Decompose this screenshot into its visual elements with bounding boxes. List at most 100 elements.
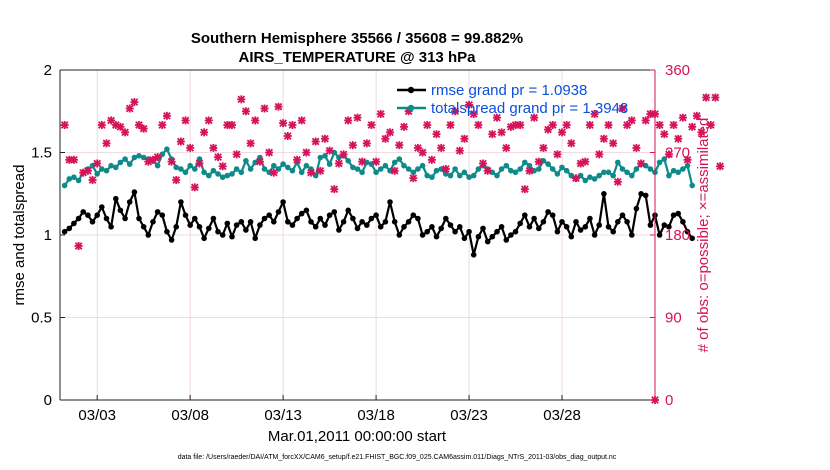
obs-marker: [274, 102, 283, 111]
data-point: [187, 162, 193, 169]
x-tick-label: 03/08: [171, 407, 209, 424]
data-point: [219, 232, 226, 238]
data-point: [619, 212, 626, 218]
obs-marker: [465, 100, 474, 109]
obs-marker: [130, 98, 139, 107]
data-point: [512, 169, 519, 176]
obs-marker: [548, 121, 557, 129]
obs-marker: [441, 165, 450, 173]
data-point: [429, 174, 435, 180]
data-point: [526, 224, 533, 230]
y-right-tick-label: 180: [665, 227, 690, 244]
x-tick-label: 03/13: [264, 407, 302, 424]
data-point: [443, 171, 449, 177]
data-point: [615, 219, 621, 225]
data-point: [554, 171, 561, 177]
data-point: [271, 162, 277, 169]
obs-marker: [381, 134, 390, 143]
data-point: [312, 224, 319, 230]
data-point: [656, 159, 663, 166]
data-point: [536, 166, 542, 172]
obs-marker: [530, 113, 539, 122]
data-point: [573, 219, 579, 225]
data-point: [229, 233, 235, 240]
data-point: [108, 224, 114, 230]
data-point: [257, 222, 263, 228]
obs-marker: [697, 128, 706, 137]
data-point: [396, 156, 403, 162]
data-point: [680, 166, 686, 172]
x-tick-label: 03/18: [357, 407, 395, 424]
obs-marker: [214, 153, 223, 162]
data-point: [466, 174, 472, 180]
data-point: [66, 225, 73, 232]
obs-marker: [181, 116, 190, 125]
data-point: [368, 215, 375, 222]
data-point: [150, 219, 156, 225]
obs-marker: [516, 121, 525, 129]
obs-marker: [678, 113, 687, 122]
data-point: [415, 166, 421, 172]
data-point: [517, 166, 523, 172]
obs-marker: [200, 128, 209, 137]
data-point: [433, 167, 440, 174]
data-point: [117, 159, 124, 166]
data-point: [498, 224, 505, 230]
data-point: [401, 162, 407, 169]
series-line: [63, 148, 694, 187]
data-point: [280, 199, 286, 205]
data-point: [587, 215, 593, 222]
data-point: [503, 162, 510, 169]
obs-marker: [567, 139, 576, 148]
legend-rmse-label: rmse grand pr = 1.0938: [431, 82, 587, 99]
data-point: [373, 212, 379, 218]
data-point: [354, 166, 361, 172]
data-point: [266, 212, 273, 218]
data-point: [359, 219, 365, 225]
data-point: [405, 219, 412, 225]
data-point: [429, 224, 435, 230]
data-point: [94, 212, 100, 218]
data-point: [591, 232, 598, 238]
data-point: [396, 232, 403, 238]
obs-marker: [97, 121, 106, 129]
data-point: [303, 162, 310, 169]
data-point: [219, 174, 226, 180]
data-point: [103, 215, 110, 222]
data-point: [326, 161, 333, 167]
obs-marker: [255, 157, 264, 166]
obs-marker: [664, 150, 673, 159]
data-point: [670, 212, 677, 218]
obs-marker: [172, 176, 181, 184]
data-point: [350, 215, 356, 222]
obs-marker: [372, 157, 381, 166]
data-point: [642, 192, 649, 199]
obs-marker: [641, 116, 650, 125]
data-point: [75, 177, 82, 184]
data-point: [522, 159, 528, 166]
data-point: [475, 233, 482, 240]
data-point: [182, 212, 189, 218]
data-point: [517, 220, 523, 227]
data-point: [210, 215, 217, 222]
data-point: [610, 228, 616, 235]
data-point: [145, 232, 152, 238]
obs-marker: [702, 93, 711, 102]
data-point: [410, 212, 417, 218]
data-point: [206, 172, 212, 179]
data-point: [192, 166, 198, 172]
data-point: [438, 166, 445, 172]
obs-marker: [479, 159, 488, 168]
data-point: [173, 164, 179, 171]
data-point: [308, 219, 314, 225]
data-point: [447, 172, 454, 179]
data-point: [582, 224, 589, 230]
y-right-tick-label: 270: [665, 145, 690, 162]
data-point: [559, 219, 565, 225]
data-point: [656, 232, 663, 238]
obs-marker: [362, 139, 371, 148]
obs-marker: [227, 121, 236, 129]
obs-marker: [69, 155, 78, 164]
obs-marker: [209, 143, 218, 152]
obs-marker: [320, 134, 329, 143]
